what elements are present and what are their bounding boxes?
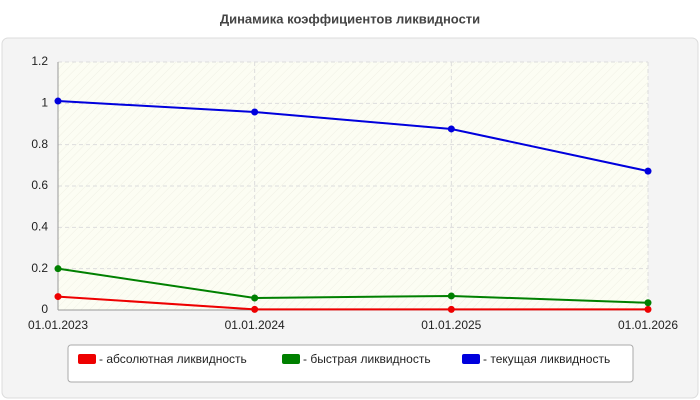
data-point [54,265,62,273]
legend-label: - абсолютная ликвидность [99,352,247,366]
series-line [57,295,648,311]
data-point [644,167,652,175]
chart-title: Динамика коэффициентов ликвидности [220,11,480,26]
x-tick-label: 01.01.2023 [28,318,88,332]
legend-label: - быстрая ликвидность [303,352,431,366]
data-point [447,125,455,133]
legend-swatch [462,354,480,364]
data-point [251,294,259,302]
y-tick-label: 0.2 [31,261,48,275]
series-line [57,100,649,173]
legend-swatch [282,354,300,364]
y-tick-label: 0 [41,302,48,316]
y-tick-label: 0.4 [31,220,48,234]
y-tick-label: 0.8 [31,137,48,151]
x-tick-label: 01.01.2025 [421,318,481,332]
data-point [447,305,455,313]
y-tick-label: 0.6 [31,178,48,192]
x-tick-label: 01.01.2024 [225,318,285,332]
data-point [54,293,62,301]
y-tick-label: 1 [41,96,48,110]
y-tick-label: 1.2 [31,54,48,68]
data-point [54,97,62,105]
data-point [644,299,652,307]
data-point [251,305,259,313]
data-point [644,305,652,313]
x-tick-label: 01.01.2026 [618,318,678,332]
legend [67,344,634,383]
data-point [251,108,259,116]
data-point [447,292,455,300]
series-line [57,267,649,304]
legend-label: - текущая ликвидность [483,352,610,366]
legend-swatch [78,354,96,364]
